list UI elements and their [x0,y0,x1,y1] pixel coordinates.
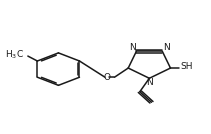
Text: O: O [104,73,111,82]
Text: N: N [146,78,153,87]
Text: SH: SH [180,62,192,71]
Text: N: N [163,43,170,52]
Text: H$_3$C: H$_3$C [5,48,24,61]
Text: N: N [129,43,136,52]
